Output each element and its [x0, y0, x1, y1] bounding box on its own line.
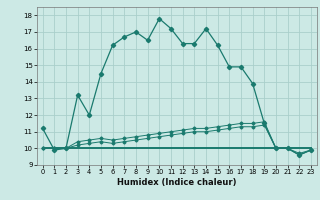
X-axis label: Humidex (Indice chaleur): Humidex (Indice chaleur) [117, 178, 236, 187]
